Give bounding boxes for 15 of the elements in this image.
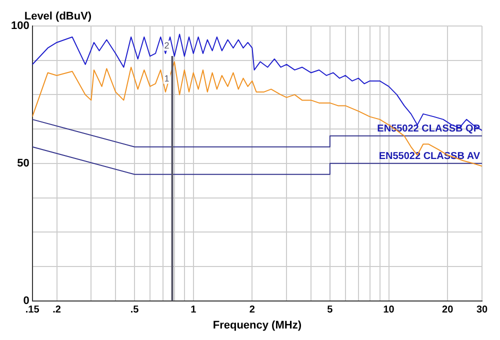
y-tick-label: 100 <box>10 20 30 32</box>
x-tick-label: 2 <box>249 304 256 316</box>
y-tick-label: 50 <box>17 157 30 170</box>
annotation: 1 <box>164 74 170 84</box>
x-tick-label: 30 <box>476 304 488 316</box>
x-tick-label: 10 <box>383 304 395 316</box>
x-tick-label: .2 <box>52 304 62 316</box>
y-tick-label: 0 <box>23 294 30 307</box>
annotation: 2 <box>164 40 170 51</box>
x-tick-label: 1 <box>190 304 197 316</box>
x-tick-label: 20 <box>442 304 454 316</box>
x-tick-label: 5 <box>327 304 334 316</box>
x-axis-title: Frequency (MHz) <box>212 319 302 332</box>
x-tick-label: .15 <box>25 304 40 316</box>
x-tick-label: .5 <box>130 304 140 316</box>
